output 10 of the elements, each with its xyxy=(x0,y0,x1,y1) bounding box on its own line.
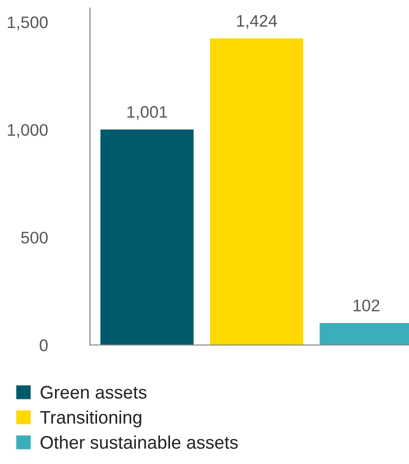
y-tick-label: 1,500 xyxy=(8,16,48,30)
text: 1,001 xyxy=(127,106,168,120)
y-tick-label: 0 xyxy=(40,339,48,352)
text: 102 xyxy=(354,300,380,312)
text: 1,424 xyxy=(237,14,277,29)
y-tick-label: 500 xyxy=(21,232,48,244)
legend-label: Green assets xyxy=(40,386,146,399)
legend-label: Transitioning xyxy=(40,410,142,428)
legend-label: Other sustainable assets xyxy=(40,436,238,449)
y-tick-label: 1,000 xyxy=(8,124,48,138)
